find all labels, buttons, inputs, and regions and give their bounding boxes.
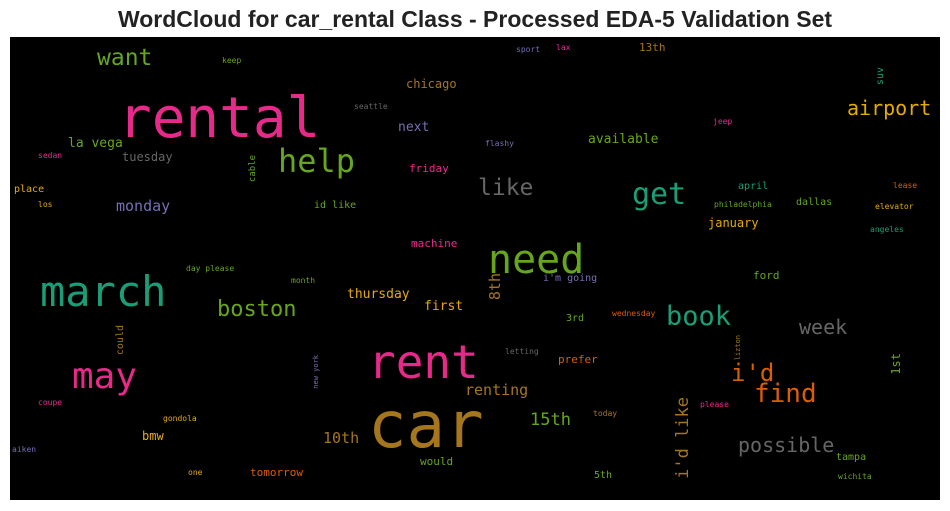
word-letting: letting [505, 347, 539, 356]
word-month: month [291, 276, 316, 285]
word-possible: possible [738, 433, 835, 457]
page-title: WordCloud for car_rental Class - Process… [117, 6, 833, 32]
word-prefer: prefer [558, 353, 598, 366]
word-los: los [38, 200, 53, 209]
word-rent: rent [368, 335, 479, 389]
word-want: want [97, 45, 153, 71]
word-suv: suv [875, 67, 886, 86]
word-tuesday: tuesday [122, 150, 173, 164]
word-philadelphia: philadelphia [714, 200, 772, 209]
word-jeep: jeep [713, 117, 733, 126]
word-january: january [708, 216, 759, 230]
word-keep: keep [222, 56, 242, 65]
word-machine: machine [411, 237, 458, 250]
word-sport: sport [516, 45, 541, 54]
word-help: help [278, 142, 356, 180]
word-13th: 13th [639, 41, 666, 54]
word-lax: lax [556, 43, 571, 52]
word-dallas: dallas [796, 197, 833, 208]
word-today: today [593, 409, 618, 418]
word-la-vega: la vega [68, 136, 123, 151]
word-8th: 8th [486, 273, 504, 301]
word-seattle: seattle [354, 102, 388, 111]
word-please: please [700, 400, 729, 409]
word-aiken: aiken [12, 445, 37, 454]
word-friday: friday [409, 162, 449, 175]
word-car: car [368, 389, 484, 463]
word-may: may [72, 356, 138, 397]
word-rental: rental [118, 86, 321, 151]
word-i-d-like: i'd like [673, 397, 693, 479]
word-ford: ford [753, 269, 780, 282]
word-sedan: sedan [38, 151, 63, 160]
word-i-m-going: i'm going [543, 273, 598, 284]
word-airport: airport [847, 96, 932, 120]
word-renting: renting [465, 381, 529, 399]
word-flashy: flashy [485, 139, 514, 148]
word-1st: 1st [889, 353, 903, 375]
word-coupe: coupe [38, 398, 63, 407]
word-angeles: angeles [870, 225, 904, 234]
word-would: would [420, 455, 454, 468]
wordcloud-canvas: rental car rent march need may help get book find… [10, 37, 940, 500]
word-one: one [188, 468, 203, 477]
word-10th: 10th [323, 429, 360, 447]
word-3rd: 3rd [566, 313, 585, 324]
word-place: place [14, 184, 45, 195]
word-first: first [424, 299, 464, 314]
word-lease: lease [893, 181, 918, 190]
word-chicago: chicago [406, 77, 457, 91]
word-april: april [738, 181, 769, 192]
word-thursday: thursday [347, 287, 410, 302]
word-tampa: tampa [836, 452, 867, 463]
word-id-like: id like [314, 200, 357, 211]
word-tomorrow: tomorrow [250, 466, 303, 479]
word-find: find [754, 379, 817, 409]
word-next: next [398, 120, 430, 135]
word-boston: boston [217, 297, 297, 322]
word-book: book [666, 301, 732, 332]
word-5th: 5th [594, 470, 613, 481]
word-like: like [478, 175, 534, 201]
word-i-d: i'd [731, 359, 775, 387]
word-available: available [588, 132, 659, 147]
word-new-york: new york [312, 355, 320, 389]
word-could: could [115, 325, 126, 356]
word-15th: 15th [530, 410, 571, 430]
word-elevator: elevator [875, 202, 914, 211]
word-need: need [488, 237, 585, 283]
word-week: week [799, 315, 848, 339]
word-cable: cable [248, 155, 258, 183]
word-day-please: day please [186, 264, 235, 273]
word-march: march [40, 267, 167, 316]
word-monday: monday [116, 197, 171, 215]
word-wichita: wichita [838, 472, 872, 481]
word-bmw: bmw [142, 429, 164, 443]
word-lizton: lizton [734, 335, 742, 361]
word-wednesday: wednesday [612, 309, 656, 318]
word-get: get [632, 177, 687, 212]
word-gondola: gondola [163, 414, 197, 423]
